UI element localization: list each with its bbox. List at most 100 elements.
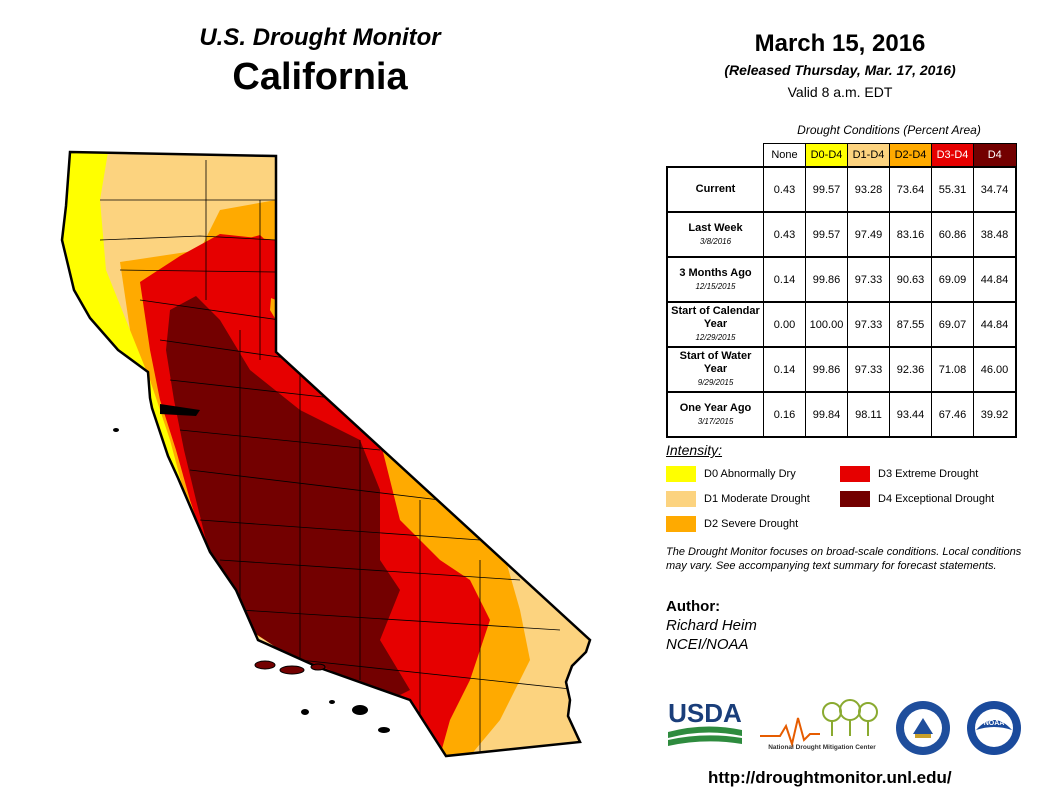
table-cell: 46.00	[973, 346, 1017, 393]
table-cell: 67.46	[931, 391, 974, 438]
table-cell: 0.43	[763, 166, 806, 213]
table-row: Start of Calendar Year 12/29/2015 0.00 10…	[666, 301, 1017, 348]
table-row: Start of Water Year 9/29/2015 0.14 99.86 …	[666, 346, 1017, 393]
table-cell: 34.74	[973, 166, 1017, 213]
brand-title: U.S. Drought Monitor	[199, 24, 441, 51]
legend-item-d0: D0 Abnormally Dry	[666, 466, 796, 482]
map-header: U.S. Drought Monitor California	[140, 24, 500, 99]
table-cell: 0.14	[763, 256, 806, 303]
table-cell: 97.33	[847, 256, 890, 303]
table-cell: 55.31	[931, 166, 974, 213]
author-label: Author:	[666, 598, 721, 615]
ndmc-logo-text: National Drought Mitigation Center	[768, 744, 876, 751]
legend-label: D0 Abnormally Dry	[704, 468, 796, 480]
legend-label: D4 Exceptional Drought	[878, 493, 995, 505]
row-label-text: Start of Calendar Year	[671, 305, 760, 330]
legend-label: D2 Severe Drought	[704, 518, 799, 530]
ndmc-logo: National Drought Mitigation Center	[760, 699, 878, 751]
column-header: D2-D4	[889, 143, 932, 168]
legend-swatch	[666, 516, 696, 532]
table-cell: 92.36	[889, 346, 932, 393]
map-date: March 15, 2016	[754, 30, 926, 57]
date-block: March 15, 2016 (Released Thursday, Mar. …	[660, 30, 1020, 100]
legend-item-d2: D2 Severe Drought	[666, 516, 798, 532]
table-cell: 99.57	[805, 166, 848, 213]
table-cell: 38.48	[973, 211, 1017, 258]
table-cell: 97.33	[847, 301, 890, 348]
disclaimer-text: The Drought Monitor focuses on broad-sca…	[666, 546, 1022, 572]
column-header: D4	[973, 143, 1017, 168]
column-header: D1-D4	[847, 143, 890, 168]
table-cell: 60.86	[931, 211, 974, 258]
table-row: 3 Months Ago 12/15/2015 0.14 99.86 97.33 …	[666, 256, 1017, 303]
usda-logo-text: USDA	[668, 698, 742, 728]
table-cell: 0.43	[763, 211, 806, 258]
table-cell: 93.28	[847, 166, 890, 213]
row-label: One Year Ago 3/17/2015	[666, 391, 764, 438]
column-header: D0-D4	[805, 143, 848, 168]
table-cell: 99.86	[805, 256, 848, 303]
table-row: Last Week 3/8/2016 0.43 99.57 97.49 83.16…	[666, 211, 1017, 258]
column-header: None	[763, 143, 806, 168]
row-label: Start of Calendar Year 12/29/2015	[666, 301, 764, 348]
table-row: One Year Ago 3/17/2015 0.16 99.84 98.11 9…	[666, 391, 1017, 438]
row-date: 3/8/2016	[699, 236, 732, 246]
row-date: 12/29/2015	[695, 333, 736, 342]
state-title: California	[232, 56, 408, 98]
release-date: (Released Thursday, Mar. 17, 2016)	[724, 62, 956, 78]
table-cell: 87.55	[889, 301, 932, 348]
table-cell: 44.84	[973, 256, 1017, 303]
row-label: Current	[666, 166, 764, 213]
noaa-logo: NOAA	[967, 701, 1021, 755]
row-label: Start of Water Year 9/29/2015	[666, 346, 764, 393]
legend-label: D3 Extreme Drought	[878, 468, 979, 480]
row-label-text: Start of Water Year	[679, 350, 752, 375]
legend-title: Intensity:	[666, 442, 723, 458]
drought-conditions-table: None D0-D4 D1-D4 D2-D4 D3-D4 D4 Current …	[666, 143, 1017, 438]
table-cell: 69.09	[931, 256, 974, 303]
table-cell: 99.57	[805, 211, 848, 258]
table-cell: 99.84	[805, 391, 848, 438]
row-date: 9/29/2015	[697, 378, 734, 387]
legend-item-d4: D4 Exceptional Drought	[840, 491, 994, 507]
row-label-text: 3 Months Ago	[679, 266, 752, 279]
commerce-seal-icon	[896, 701, 950, 755]
table-cell: 97.33	[847, 346, 890, 393]
row-label-text: Current	[695, 183, 736, 195]
legend-swatch	[666, 466, 696, 482]
website-url[interactable]: http://droughtmonitor.unl.edu/	[708, 768, 952, 787]
legend-item-d1: D1 Moderate Drought	[666, 491, 810, 507]
author-name: Richard Heim	[666, 617, 757, 634]
table-cell: 44.84	[973, 301, 1017, 348]
legend-item-d3: D3 Extreme Drought	[840, 466, 978, 482]
valid-time: Valid 8 a.m. EDT	[787, 84, 893, 100]
table-cell: 98.11	[847, 391, 890, 438]
noaa-logo-text: NOAA	[984, 720, 1005, 727]
table-corner	[667, 144, 764, 168]
table-cell: 97.49	[847, 211, 890, 258]
table-caption: Drought Conditions (Percent Area)	[797, 123, 981, 137]
author-org: NCEI/NOAA	[666, 636, 749, 653]
row-date: 3/17/2015	[697, 416, 734, 426]
table-cell: 99.86	[805, 346, 848, 393]
row-label-text: Last Week	[688, 221, 743, 234]
row-label: 3 Months Ago 12/15/2015	[666, 256, 764, 303]
column-header: D3-D4	[931, 143, 974, 168]
table-cell: 0.16	[763, 391, 806, 438]
table-cell: 0.00	[763, 301, 806, 348]
legend-swatch	[840, 466, 870, 482]
legend-swatch	[840, 491, 870, 507]
table-row: Current 0.43 99.57 93.28 73.64 55.31 34.…	[666, 166, 1017, 213]
table-cell: 90.63	[889, 256, 932, 303]
california-drought-map	[60, 150, 592, 758]
table-header-row: None D0-D4 D1-D4 D2-D4 D3-D4 D4	[667, 143, 1017, 168]
table-cell: 73.64	[889, 166, 932, 213]
row-date: 12/15/2015	[695, 281, 736, 291]
table-cell: 69.07	[931, 301, 974, 348]
table-cell: 93.44	[889, 391, 932, 438]
table-cell: 71.08	[931, 346, 974, 393]
row-label-text: One Year Ago	[679, 401, 752, 414]
legend-label: D1 Moderate Drought	[704, 493, 810, 505]
table-cell: 100.00	[805, 301, 848, 348]
table-cell: 39.92	[973, 391, 1017, 438]
